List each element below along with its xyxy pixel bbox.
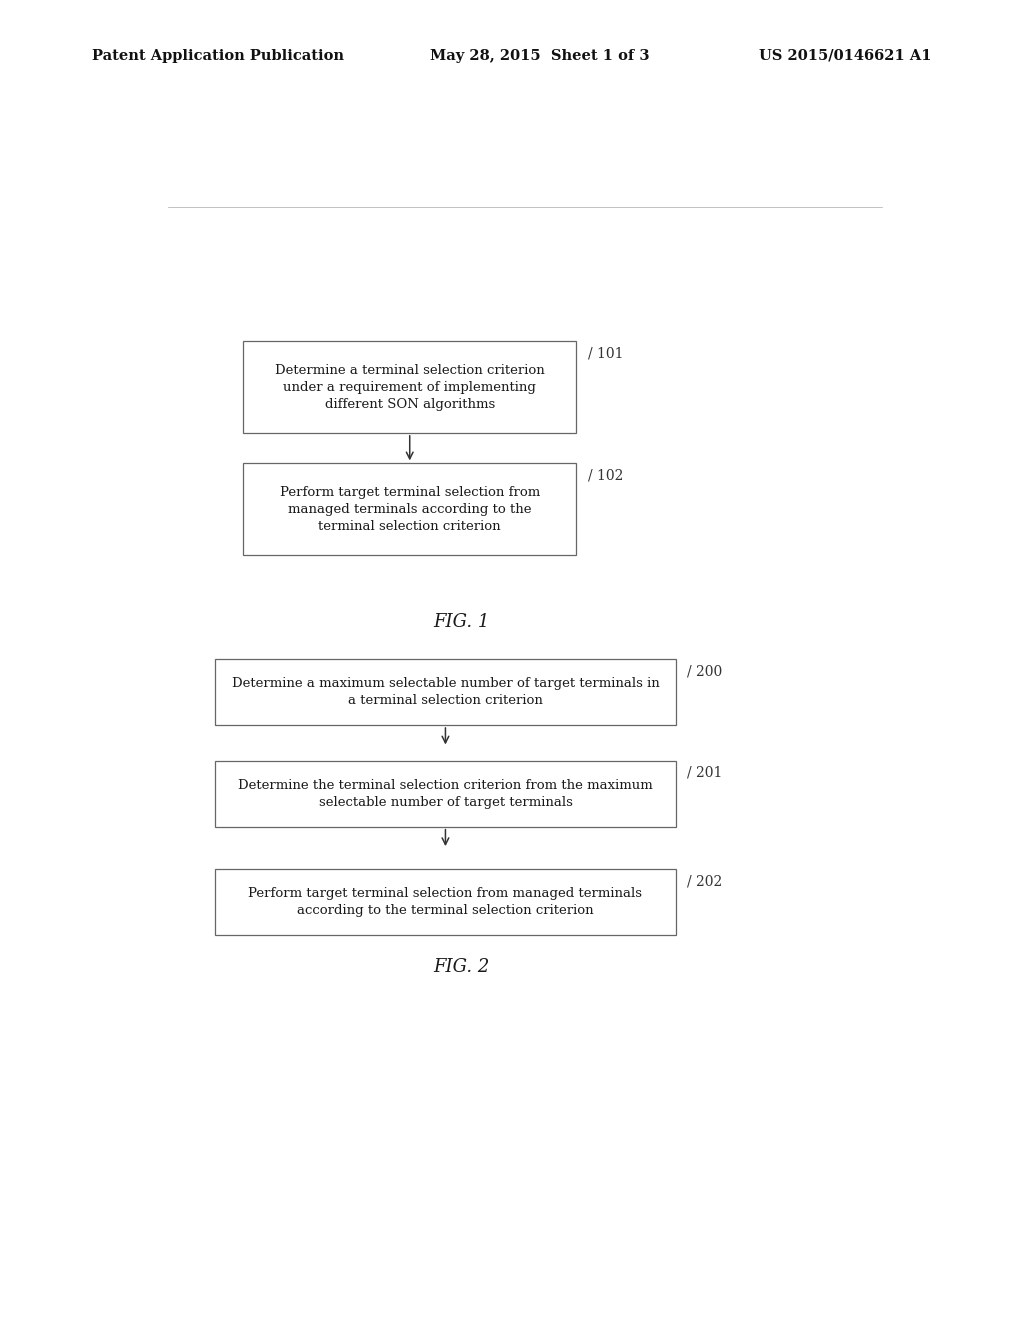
Text: / 202: / 202 [687,874,723,888]
Text: Patent Application Publication: Patent Application Publication [92,49,344,63]
Text: / 102: / 102 [588,469,624,482]
FancyBboxPatch shape [243,342,577,433]
FancyBboxPatch shape [215,760,676,826]
Text: Determine a terminal selection criterion
under a requirement of implementing
dif: Determine a terminal selection criterion… [274,363,545,411]
Text: May 28, 2015  Sheet 1 of 3: May 28, 2015 Sheet 1 of 3 [430,49,649,63]
FancyBboxPatch shape [243,463,577,554]
Text: / 101: / 101 [588,346,624,360]
Text: US 2015/0146621 A1: US 2015/0146621 A1 [760,49,932,63]
FancyBboxPatch shape [215,659,676,725]
Text: FIG. 1: FIG. 1 [433,612,489,631]
Text: / 200: / 200 [687,664,723,678]
Text: Determine a maximum selectable number of target terminals in
a terminal selectio: Determine a maximum selectable number of… [231,677,659,708]
Text: Determine the terminal selection criterion from the maximum
selectable number of: Determine the terminal selection criteri… [238,779,653,809]
Text: FIG. 2: FIG. 2 [433,958,489,977]
Text: Perform target terminal selection from managed terminals
according to the termin: Perform target terminal selection from m… [249,887,642,917]
FancyBboxPatch shape [215,870,676,936]
Text: Perform target terminal selection from
managed terminals according to the
termin: Perform target terminal selection from m… [280,486,540,532]
Text: / 201: / 201 [687,766,723,780]
